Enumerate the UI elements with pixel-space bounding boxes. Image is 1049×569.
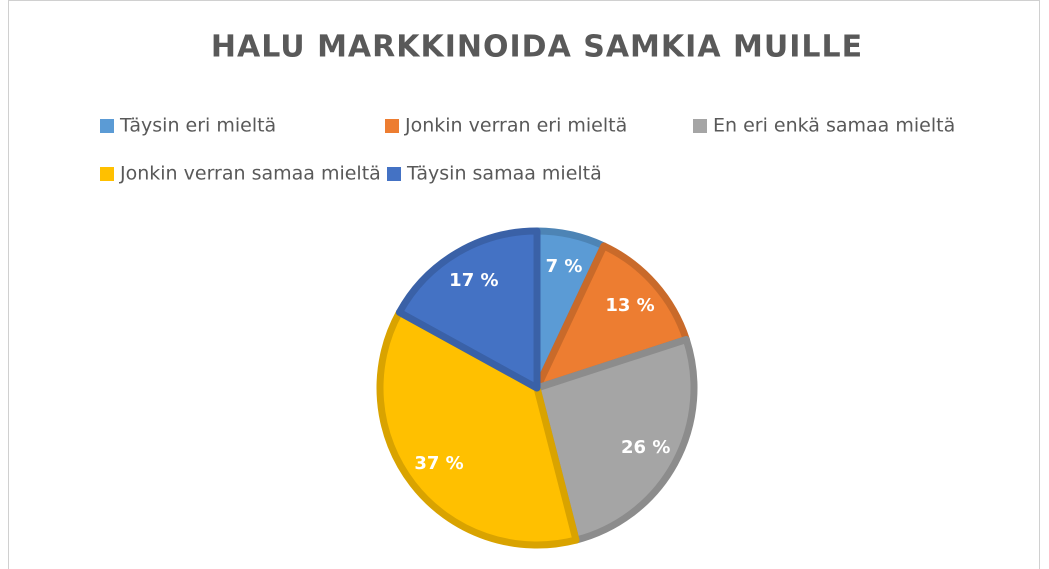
data-label: 17 % bbox=[449, 270, 498, 291]
legend-label: Jonkin verran samaa mieltä bbox=[119, 163, 381, 185]
legend-label: En eri enkä samaa mieltä bbox=[713, 115, 955, 137]
chart-title: HALU MARKKINOIDA SAMKIA MUILLE bbox=[211, 30, 863, 65]
pie-slice bbox=[533, 335, 698, 544]
legend-swatch bbox=[387, 167, 401, 181]
pie-slice bbox=[376, 308, 580, 549]
pie-slice bbox=[395, 227, 541, 392]
data-label: 26 % bbox=[621, 437, 670, 458]
data-label: 7 % bbox=[546, 256, 583, 277]
legend-swatch bbox=[385, 119, 399, 133]
legend-label: Täysin samaa mieltä bbox=[406, 163, 602, 185]
data-label: 37 % bbox=[414, 453, 463, 474]
legend-swatch bbox=[693, 119, 707, 133]
pie-slice bbox=[533, 242, 690, 392]
legend-swatch bbox=[100, 119, 114, 133]
data-label: 13 % bbox=[605, 295, 654, 316]
legend-label: Jonkin verran eri mieltä bbox=[404, 115, 627, 137]
legend-swatch bbox=[100, 167, 114, 181]
legend-label: Täysin eri mieltä bbox=[119, 115, 276, 137]
